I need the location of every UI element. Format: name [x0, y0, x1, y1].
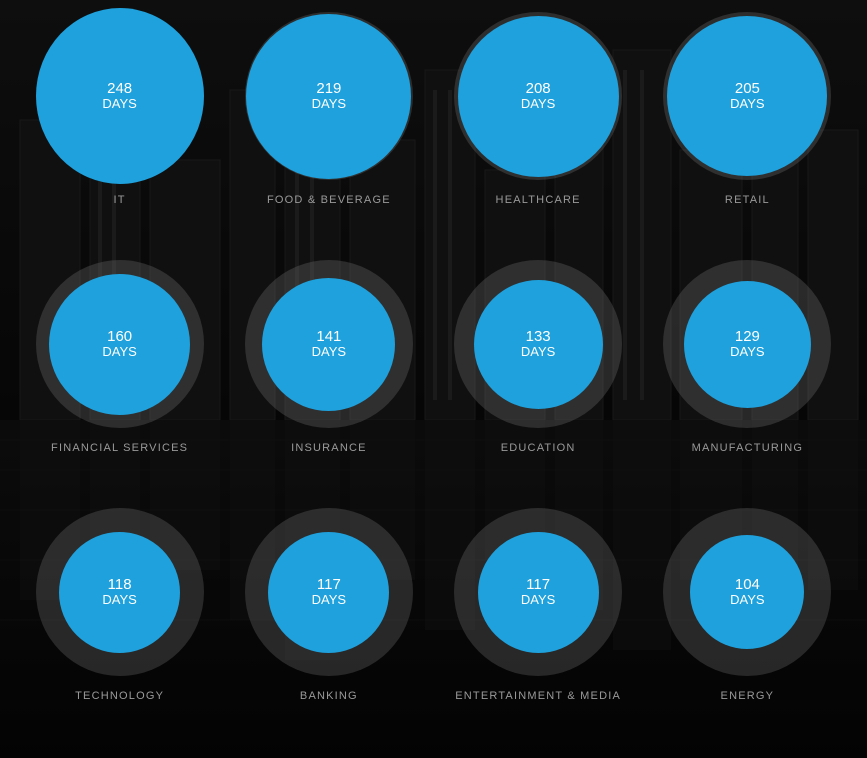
bubble-unit: DAYS: [312, 97, 346, 112]
bubble: 219DAYS: [246, 14, 411, 179]
bubble-cell: 208DAYS HEALTHCARE: [439, 12, 638, 250]
bubble: 117DAYS: [478, 532, 599, 653]
bubble-unit: DAYS: [730, 345, 764, 360]
bubble-ring: 205DAYS: [663, 12, 831, 180]
bubble-unit: DAYS: [312, 593, 346, 608]
bubble: 117DAYS: [268, 532, 389, 653]
bubble-label: IT: [114, 194, 126, 206]
bubble-label: INSURANCE: [291, 442, 367, 454]
bubble-value: 117: [526, 576, 550, 593]
bubble-label: RETAIL: [725, 194, 770, 206]
bubble-label: MANUFACTURING: [692, 442, 804, 454]
bubble-label: FINANCIAL SERVICES: [51, 442, 188, 454]
bubble-cell: 205DAYS RETAIL: [648, 12, 847, 250]
bubble-value: 104: [735, 576, 760, 593]
bubble-cell: 117DAYS ENTERTAINMENT & MEDIA: [439, 508, 638, 746]
bubble-unit: DAYS: [102, 97, 136, 112]
bubble: 129DAYS: [684, 281, 811, 408]
bubble-label: TECHNOLOGY: [75, 690, 164, 702]
bubble-value: 117: [317, 576, 341, 593]
bubble-cell: 141DAYS INSURANCE: [229, 260, 428, 498]
bubble-cell: 219DAYS FOOD & BEVERAGE: [229, 12, 428, 250]
bubble-unit: DAYS: [102, 345, 136, 360]
bubble-value: 208: [526, 80, 551, 97]
bubble: 104DAYS: [690, 535, 804, 649]
bubble: 133DAYS: [474, 280, 603, 409]
bubble-ring: 133DAYS: [454, 260, 622, 428]
bubble-unit: DAYS: [312, 345, 346, 360]
bubble-ring: 160DAYS: [36, 260, 204, 428]
bubble-cell: 129DAYS MANUFACTURING: [648, 260, 847, 498]
bubble: 118DAYS: [59, 532, 180, 653]
bubble-ring: 141DAYS: [245, 260, 413, 428]
bubble-label: BANKING: [300, 690, 358, 702]
bubble-grid: 248DAYSIT219DAYSFOOD & BEVERAGE208DAYSHE…: [0, 0, 867, 758]
bubble-label: ENTERTAINMENT & MEDIA: [455, 690, 621, 702]
bubble: 248DAYS: [36, 8, 204, 184]
bubble-value: 160: [107, 328, 132, 345]
bubble: 205DAYS: [667, 16, 827, 176]
bubble-value: 133: [526, 328, 551, 345]
bubble-cell: 160DAYS FINANCIAL SERVICES: [20, 260, 219, 498]
bubble-ring: 104DAYS: [663, 508, 831, 676]
bubble-value: 129: [735, 328, 760, 345]
bubble: 208DAYS: [458, 16, 619, 177]
bubble-ring: 248DAYS: [36, 12, 204, 180]
bubble-unit: DAYS: [102, 593, 136, 608]
bubble-ring: 129DAYS: [663, 260, 831, 428]
bubble-cell: 117DAYS BANKING: [229, 508, 428, 746]
bubble-label: HEALTHCARE: [496, 194, 581, 206]
bubble-ring: 117DAYS: [245, 508, 413, 676]
bubble-unit: DAYS: [521, 97, 555, 112]
bubble-value: 205: [735, 80, 760, 97]
bubble-label: EDUCATION: [501, 442, 576, 454]
bubble-ring: 219DAYS: [245, 12, 413, 180]
bubble-label: FOOD & BEVERAGE: [267, 194, 391, 206]
bubble-value: 248: [107, 80, 132, 97]
bubble-cell: 133DAYS EDUCATION: [439, 260, 638, 498]
bubble-cell: 248DAYS IT: [20, 12, 219, 250]
bubble-unit: DAYS: [521, 593, 555, 608]
bubble-ring: 118DAYS: [36, 508, 204, 676]
bubble-unit: DAYS: [730, 97, 764, 112]
bubble-unit: DAYS: [730, 593, 764, 608]
bubble-value: 118: [108, 576, 132, 593]
bubble-cell: 118DAYS TECHNOLOGY: [20, 508, 219, 746]
bubble-value: 141: [316, 328, 341, 345]
bubble-ring: 208DAYS: [454, 12, 622, 180]
bubble-unit: DAYS: [521, 345, 555, 360]
bubble-label: ENERGY: [721, 690, 775, 702]
bubble: 141DAYS: [262, 278, 395, 411]
bubble-cell: 104DAYS ENERGY: [648, 508, 847, 746]
bubble-ring: 117DAYS: [454, 508, 622, 676]
bubble-value: 219: [316, 80, 341, 97]
bubble: 160DAYS: [49, 274, 190, 415]
